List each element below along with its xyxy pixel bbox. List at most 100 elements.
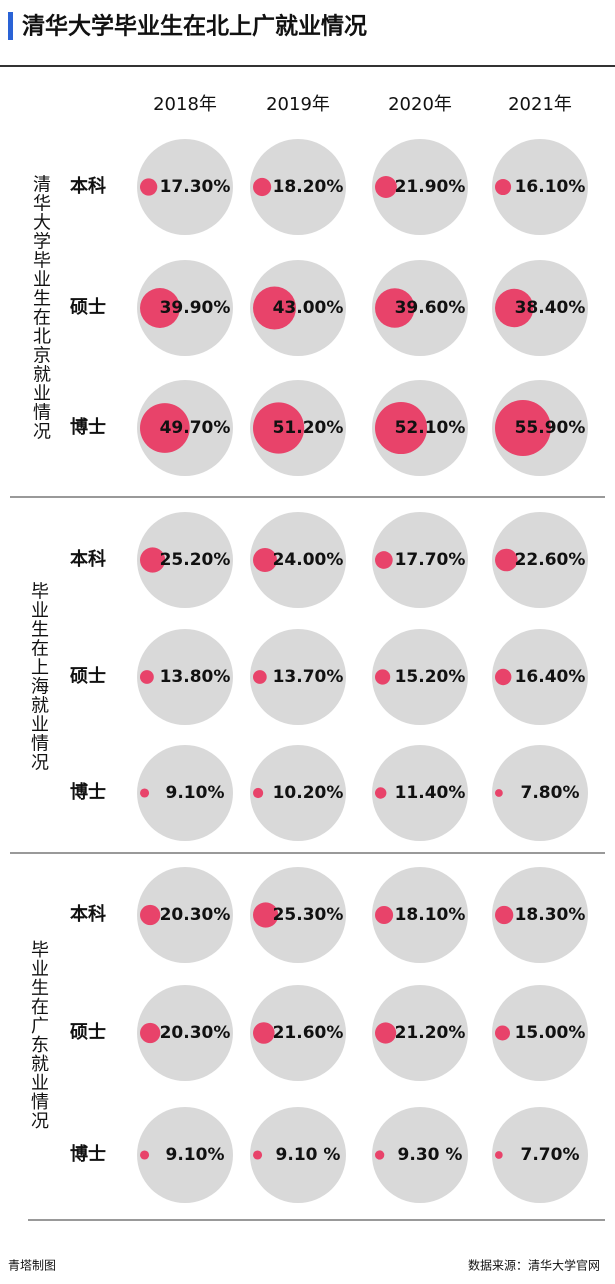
background-circle xyxy=(137,629,233,725)
row-label: 本科 xyxy=(70,903,106,925)
title-accent xyxy=(8,12,13,40)
row-label: 本科 xyxy=(70,175,106,197)
value-bubble xyxy=(140,1150,150,1160)
value-label: 18.30% xyxy=(515,905,586,925)
background-circle xyxy=(137,745,233,841)
value-label: 21.20% xyxy=(395,1023,466,1043)
row-label: 博士 xyxy=(70,416,106,438)
value-bubble xyxy=(375,551,393,569)
background-circle xyxy=(250,512,346,608)
background-circle xyxy=(492,139,588,235)
value-label: 49.70% xyxy=(160,418,231,438)
value-bubble xyxy=(140,788,150,798)
value-label: 18.20% xyxy=(273,177,344,197)
value-bubble xyxy=(495,905,514,925)
value-label: 51.20% xyxy=(273,418,344,438)
background-circle xyxy=(492,985,588,1081)
row-label: 本科 xyxy=(70,548,106,570)
value-bubble xyxy=(252,1022,275,1044)
value-bubble xyxy=(140,178,158,196)
value-label: 21.90% xyxy=(395,177,466,197)
value-label: 39.60% xyxy=(395,298,466,318)
value-bubble xyxy=(140,288,180,328)
background-circle xyxy=(137,1107,233,1203)
value-label: 13.80% xyxy=(160,667,231,687)
source: 数据来源：清华大学官网 xyxy=(468,1258,600,1273)
row-label: 博士 xyxy=(70,781,106,803)
value-bubble xyxy=(495,178,512,196)
value-label: 17.70% xyxy=(395,550,466,570)
background-circle xyxy=(250,985,346,1081)
column-header: 2020年 xyxy=(388,94,452,115)
value-bubble xyxy=(253,787,264,799)
row-label: 硕士 xyxy=(70,297,106,318)
credit: 青塔制图 xyxy=(8,1259,56,1273)
background-circle xyxy=(492,1107,588,1203)
background-circle xyxy=(492,867,588,963)
value-label: 9.30 % xyxy=(398,1145,463,1165)
background-circle xyxy=(137,260,233,356)
value-bubble xyxy=(252,1150,263,1160)
background-circle xyxy=(250,139,346,235)
value-bubble xyxy=(375,787,387,799)
column-header: 2019年 xyxy=(266,94,330,115)
background-circle xyxy=(372,260,468,356)
group-label: 毕业生在广东就业情况 xyxy=(28,940,49,1130)
background-circle xyxy=(372,629,468,725)
row-label: 硕士 xyxy=(70,666,106,687)
background-circle xyxy=(372,512,468,608)
background-circle xyxy=(372,139,468,235)
value-bubble xyxy=(140,904,161,926)
value-label: 18.10% xyxy=(395,905,466,925)
group-label: 毕业生在上海就业情况 xyxy=(28,581,49,771)
value-label: 7.70% xyxy=(521,1145,580,1165)
row-label: 硕士 xyxy=(70,1022,106,1043)
value-bubble xyxy=(253,902,279,928)
value-bubble xyxy=(375,401,428,455)
value-bubble xyxy=(375,669,391,685)
value-label: 21.60% xyxy=(273,1023,344,1043)
value-label: 55.90% xyxy=(515,418,586,438)
value-bubble xyxy=(375,1150,385,1160)
value-label: 20.30% xyxy=(160,1023,231,1043)
background-circle xyxy=(492,260,588,356)
background-circle xyxy=(372,745,468,841)
background-circle xyxy=(250,745,346,841)
value-bubble xyxy=(495,400,551,456)
background-circle xyxy=(372,867,468,963)
background-circle xyxy=(250,867,346,963)
value-label: 15.20% xyxy=(395,667,466,687)
value-bubble xyxy=(253,177,272,197)
value-bubble xyxy=(375,176,397,198)
value-label: 22.60% xyxy=(515,550,586,570)
value-label: 20.30% xyxy=(160,905,231,925)
value-label: 25.20% xyxy=(160,550,231,570)
value-bubble xyxy=(253,286,296,330)
value-label: 9.10% xyxy=(166,783,225,803)
column-header: 2018年 xyxy=(153,94,217,115)
value-bubble xyxy=(495,1025,510,1041)
value-label: 9.10% xyxy=(166,1145,225,1165)
background-circle xyxy=(137,139,233,235)
value-label: 39.90% xyxy=(160,298,231,318)
value-bubble xyxy=(253,402,305,454)
title: 清华大学毕业生在北上广就业情况 xyxy=(22,13,367,40)
background-circle xyxy=(137,867,233,963)
row-label: 博士 xyxy=(70,1143,106,1165)
group-label: 清华大学毕业生在北京就业情况 xyxy=(30,174,51,440)
background-circle xyxy=(250,1107,346,1203)
background-circle xyxy=(372,1107,468,1203)
value-bubble xyxy=(140,547,166,573)
value-label: 10.20% xyxy=(273,783,344,803)
value-label: 11.40% xyxy=(395,783,466,803)
value-label: 7.80% xyxy=(521,783,580,803)
value-bubble xyxy=(495,668,512,686)
value-label: 24.00% xyxy=(273,550,344,570)
value-label: 13.70% xyxy=(273,667,344,687)
value-label: 43.00% xyxy=(273,298,344,318)
background-circle xyxy=(250,260,346,356)
background-circle xyxy=(137,512,233,608)
value-bubble xyxy=(375,288,415,328)
value-label: 9.10 % xyxy=(276,1145,341,1165)
